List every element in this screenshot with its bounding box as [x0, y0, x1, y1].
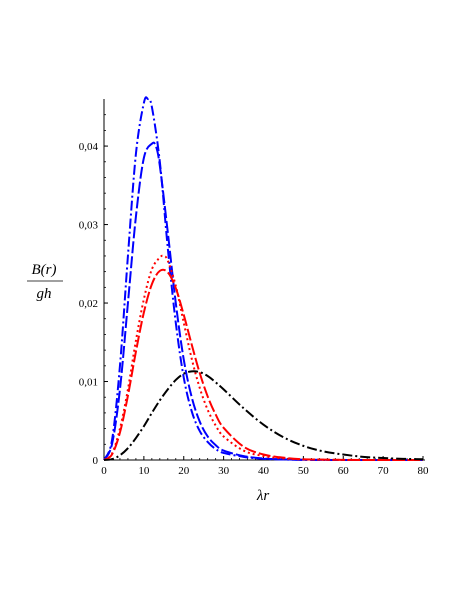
- series-line-5: [103, 370, 424, 461]
- y-axis-label-numerator: B(r): [32, 262, 57, 278]
- y-tick-label: 0,04: [79, 141, 99, 153]
- y-tick-label: 0,03: [79, 220, 99, 232]
- x-tick-label: 20: [178, 465, 190, 477]
- y-tick-label: 0,01: [79, 377, 98, 389]
- series-lines: [103, 96, 424, 462]
- y-tick-label: 0: [93, 455, 99, 467]
- y-axis-label: B(r) gh: [27, 262, 63, 302]
- x-axis-label: λr: [256, 488, 269, 504]
- x-tick-label: 80: [418, 465, 430, 477]
- ticks: 0 10 20 30 40 50 60 70 80 0 0,01 0,02 0,03 0,04: [79, 114, 430, 477]
- y-tick-label: 0,02: [79, 298, 98, 310]
- series-line-4: [103, 268, 423, 462]
- x-tick-label: 50: [298, 465, 310, 477]
- x-tick-label: 60: [338, 465, 350, 477]
- series-line-2: [103, 141, 423, 462]
- axes: [103, 99, 425, 461]
- x-tick-label: 40: [258, 465, 270, 477]
- series-line-1: [103, 96, 423, 462]
- y-axis-label-denominator: gh: [37, 286, 52, 302]
- x-tick-label: 70: [378, 465, 390, 477]
- x-tick-label: 10: [138, 465, 150, 477]
- x-tick-label: 0: [101, 465, 107, 477]
- x-tick-label: 30: [218, 465, 230, 477]
